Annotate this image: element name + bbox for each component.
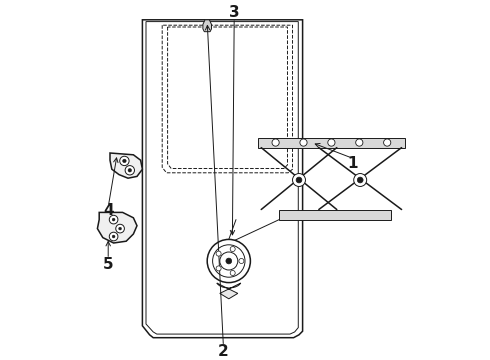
Text: 3: 3 — [229, 5, 240, 20]
Circle shape — [216, 266, 221, 271]
Text: 5: 5 — [103, 257, 114, 272]
Circle shape — [119, 227, 122, 230]
Text: 1: 1 — [348, 156, 358, 171]
Circle shape — [112, 235, 115, 238]
Circle shape — [125, 166, 134, 175]
Text: 2: 2 — [218, 343, 229, 359]
Circle shape — [216, 251, 221, 256]
Polygon shape — [98, 212, 137, 243]
Circle shape — [354, 174, 367, 186]
Circle shape — [230, 247, 235, 252]
Text: 4: 4 — [103, 203, 114, 218]
Circle shape — [328, 139, 335, 146]
Circle shape — [128, 168, 132, 172]
Polygon shape — [258, 138, 405, 148]
Circle shape — [120, 156, 129, 166]
Circle shape — [293, 174, 305, 186]
Circle shape — [296, 177, 302, 183]
Polygon shape — [203, 20, 212, 32]
Circle shape — [122, 159, 126, 163]
Circle shape — [207, 239, 250, 283]
Circle shape — [226, 258, 232, 264]
Circle shape — [384, 139, 391, 146]
Circle shape — [109, 232, 118, 241]
Circle shape — [356, 139, 363, 146]
Circle shape — [112, 218, 115, 221]
Circle shape — [272, 139, 279, 146]
Circle shape — [230, 270, 235, 275]
Polygon shape — [217, 283, 241, 299]
Circle shape — [116, 224, 124, 233]
Circle shape — [300, 139, 307, 146]
Polygon shape — [279, 210, 391, 220]
Circle shape — [239, 258, 244, 264]
Circle shape — [357, 177, 363, 183]
Circle shape — [109, 215, 118, 224]
Polygon shape — [110, 153, 143, 178]
